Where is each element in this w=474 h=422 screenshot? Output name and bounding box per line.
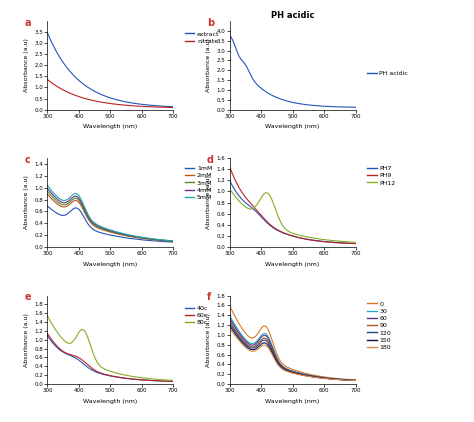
Text: c: c: [25, 155, 30, 165]
X-axis label: Wavelength (nm): Wavelength (nm): [83, 262, 137, 267]
X-axis label: Wavelength (nm): Wavelength (nm): [265, 262, 320, 267]
X-axis label: Wavelength (nm): Wavelength (nm): [265, 124, 320, 129]
Text: f: f: [207, 292, 211, 302]
Y-axis label: Absorbance (a.u): Absorbance (a.u): [206, 176, 211, 230]
Text: e: e: [25, 292, 31, 302]
Y-axis label: Absorbance (a.u): Absorbance (a.u): [206, 313, 211, 367]
Y-axis label: Absorbance (a.u): Absorbance (a.u): [206, 38, 211, 92]
Legend: extract, nitrate: extract, nitrate: [182, 29, 222, 46]
Title: PH acidic: PH acidic: [271, 11, 314, 20]
Y-axis label: Absorbance (a.u): Absorbance (a.u): [24, 38, 29, 92]
Legend: 40c, 60c, 80c: 40c, 60c, 80c: [182, 303, 211, 328]
X-axis label: Wavelength (nm): Wavelength (nm): [265, 399, 320, 404]
Text: a: a: [25, 18, 31, 27]
Y-axis label: Absorbance (a.u): Absorbance (a.u): [24, 176, 29, 230]
X-axis label: Wavelength (nm): Wavelength (nm): [83, 399, 137, 404]
Legend: 1mM, 2mM, 3mM, 4mM, 5mM: 1mM, 2mM, 3mM, 4mM, 5mM: [182, 163, 215, 203]
Text: b: b: [207, 18, 214, 27]
Legend: 0, 30, 60, 90, 120, 150, 180: 0, 30, 60, 90, 120, 150, 180: [365, 299, 393, 352]
Legend: PH acidic: PH acidic: [365, 68, 410, 79]
X-axis label: Wavelength (nm): Wavelength (nm): [83, 124, 137, 129]
Text: d: d: [207, 155, 214, 165]
Legend: PH7, PH9, PH12: PH7, PH9, PH12: [365, 163, 398, 188]
Y-axis label: Absorbance (a.u): Absorbance (a.u): [24, 313, 29, 367]
